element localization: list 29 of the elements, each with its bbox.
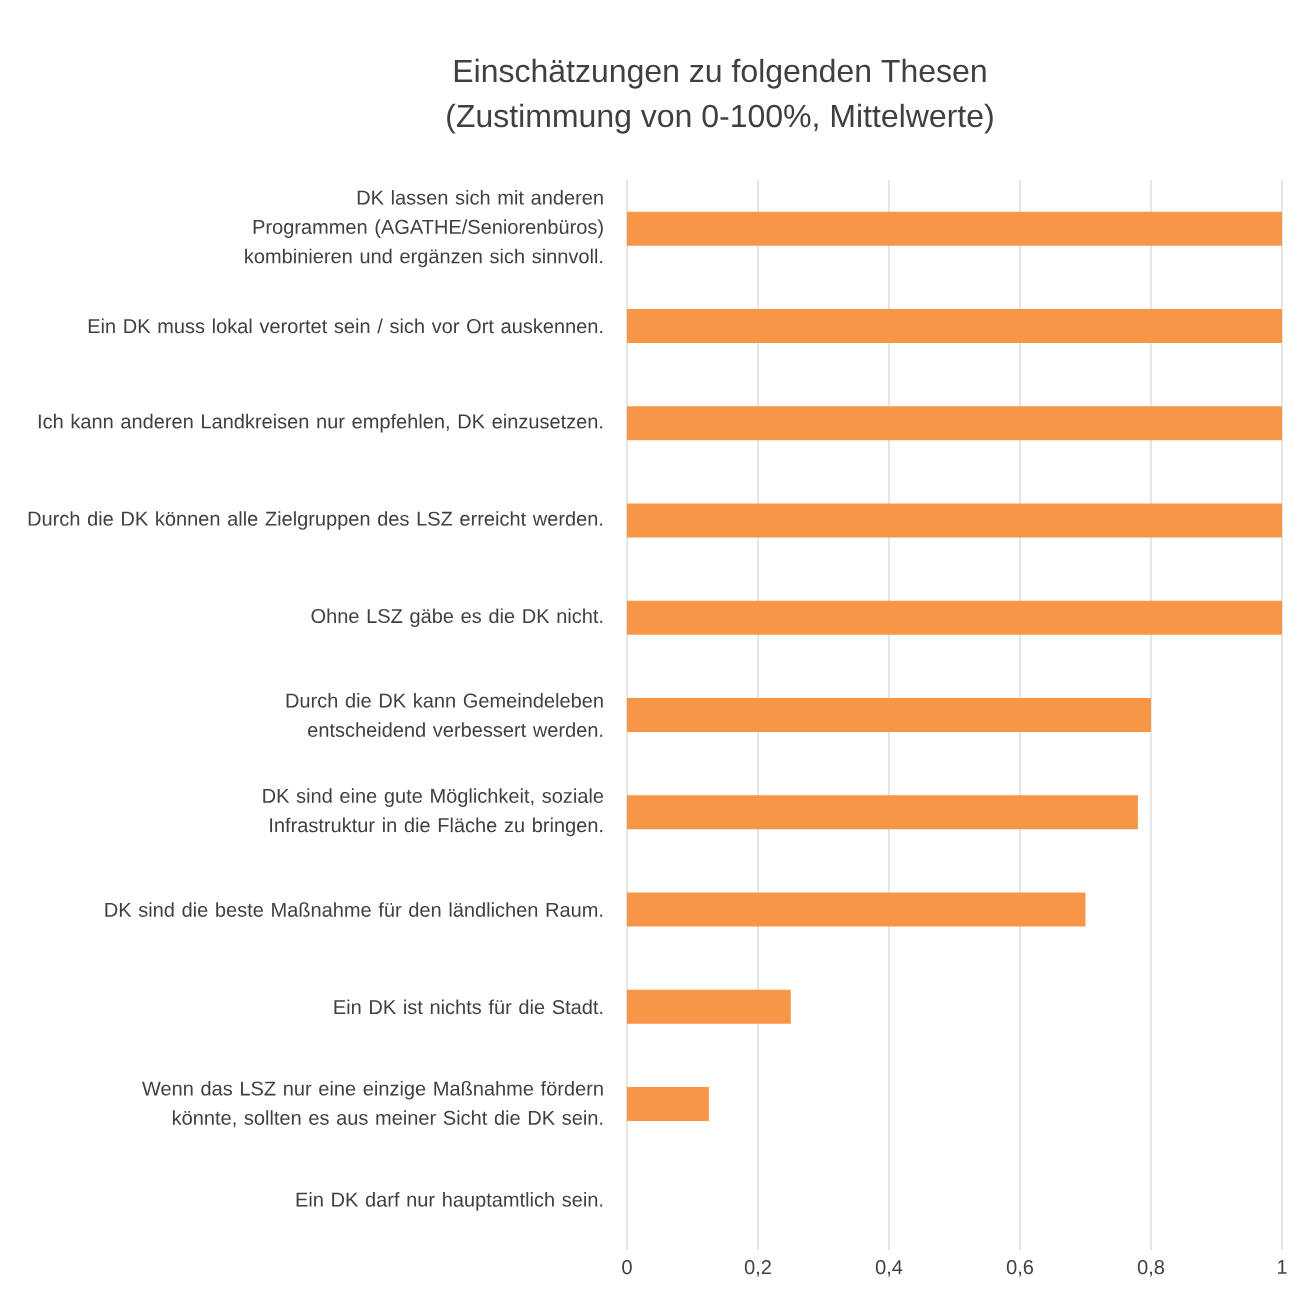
y-tick-label: DK sind eine gute Möglichkeit, soziale Infrastruktur in die Fläche zu bringen. (263, 788, 604, 837)
x-tick-label: 0,2 (744, 1260, 771, 1277)
y-tick-label: Wenn das LSZ nur eine einzige Maßnahme fördern könnte, sollten es aus meiner Sicht die DK sein. (142, 1080, 603, 1128)
chart-title: Einschätzungen zu folgenden Thesen (454, 58, 986, 89)
bar (627, 892, 1086, 927)
y-tick-label: Durch die DK können alle Zielgruppen des LSZ erreicht werden. (28, 511, 603, 530)
x-tick-label: 1 (1277, 1260, 1287, 1274)
x-tick-label: 0,8 (1137, 1260, 1165, 1277)
bar (627, 600, 1282, 635)
x-tick-label: 0,6 (1006, 1260, 1034, 1277)
y-tick-label: Ohne LSZ gäbe es die DK nicht. (311, 608, 603, 628)
bar (627, 503, 1282, 538)
y-tick-label: Ein DK ist nichts für die Stadt. (334, 999, 603, 1015)
y-tick-label: DK sind die beste Maßnahme für den ländlichen Raum. (105, 902, 603, 917)
y-tick-label: Ein DK muss lokal verortet sein / sich vor Ort auskennen. (88, 318, 603, 334)
chart-subtitle: (Zustimmung von 0-100%, Mittelwerte) (447, 103, 993, 134)
bar (627, 795, 1138, 830)
bar (627, 1087, 709, 1122)
x-tick-label: 0,4 (875, 1260, 903, 1277)
bar (627, 406, 1282, 441)
y-tick-label: Ein DK darf nur hauptamtlich sein. (296, 1192, 603, 1211)
y-tick-label: Durch die DK kann Gemeindeleben entscheidend verbessert werden. (286, 692, 603, 737)
y-tick-label: Ich kann anderen Landkreisen nur empfehlen, DK einzusetzen. (38, 413, 603, 433)
bar (627, 308, 1282, 343)
bar (627, 211, 1282, 246)
y-tick-label: DK lassen sich mit anderen Programmen (AGATHE/Seniorenbüros) kombinieren und ergänzen sich sinnvoll. (245, 189, 603, 268)
x-tick-label: 0 (622, 1260, 632, 1275)
bar (627, 698, 1151, 732)
bar (627, 989, 791, 1024)
